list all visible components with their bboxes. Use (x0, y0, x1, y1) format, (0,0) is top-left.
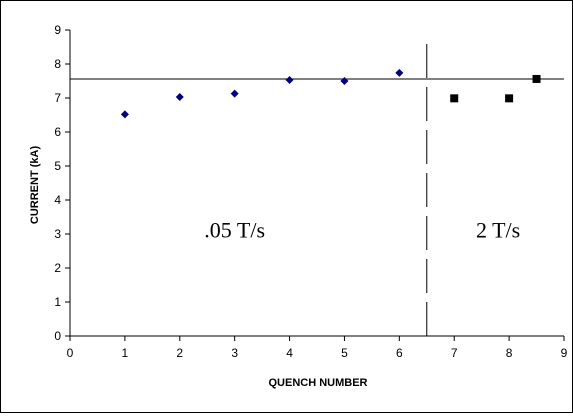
data-point-diamond (175, 92, 184, 101)
y-tick-label: 5 (54, 159, 61, 173)
x-tick-label: 3 (231, 346, 238, 360)
y-tick-label: 3 (54, 227, 61, 241)
data-point-diamond (230, 89, 239, 98)
x-tick-label: 9 (561, 346, 568, 360)
x-tick-label: 2 (176, 346, 183, 360)
x-tick-label: 0 (67, 346, 74, 360)
y-tick-label: 7 (54, 91, 61, 105)
y-axis-title: CURRENT (kA) (29, 146, 41, 225)
region-label: .05 T/s (204, 217, 265, 242)
x-tick-label: 5 (341, 346, 348, 360)
x-tick-label: 4 (286, 346, 293, 360)
x-tick-label: 8 (506, 346, 513, 360)
y-tick-label: 4 (54, 193, 61, 207)
y-tick-label: 2 (54, 261, 61, 275)
y-tick-label: 9 (54, 23, 61, 37)
plot-area: 0 1 2 3 4 5 6 7 8 9 0 1 2 3 4 5 6 7 8 9 .05 T/s 2 T/s (54, 23, 567, 360)
x-tick-label: 6 (396, 346, 403, 360)
y-tick-label: 1 (54, 295, 61, 309)
data-point-square (450, 94, 459, 103)
y-tick-label: 8 (54, 57, 61, 71)
y-tick-label: 6 (54, 125, 61, 139)
x-tick-label: 7 (451, 346, 458, 360)
y-tick-label: 0 (54, 329, 61, 343)
region-label: 2 T/s (476, 217, 520, 242)
data-point-diamond (285, 75, 294, 84)
data-point-square (505, 94, 514, 103)
x-axis-title: QUENCH NUMBER (269, 377, 368, 389)
data-point-diamond (120, 110, 129, 119)
data-point-diamond (395, 68, 404, 77)
data-point-diamond (340, 77, 349, 85)
x-tick-label: 1 (122, 346, 129, 360)
data-point-square (532, 74, 541, 83)
